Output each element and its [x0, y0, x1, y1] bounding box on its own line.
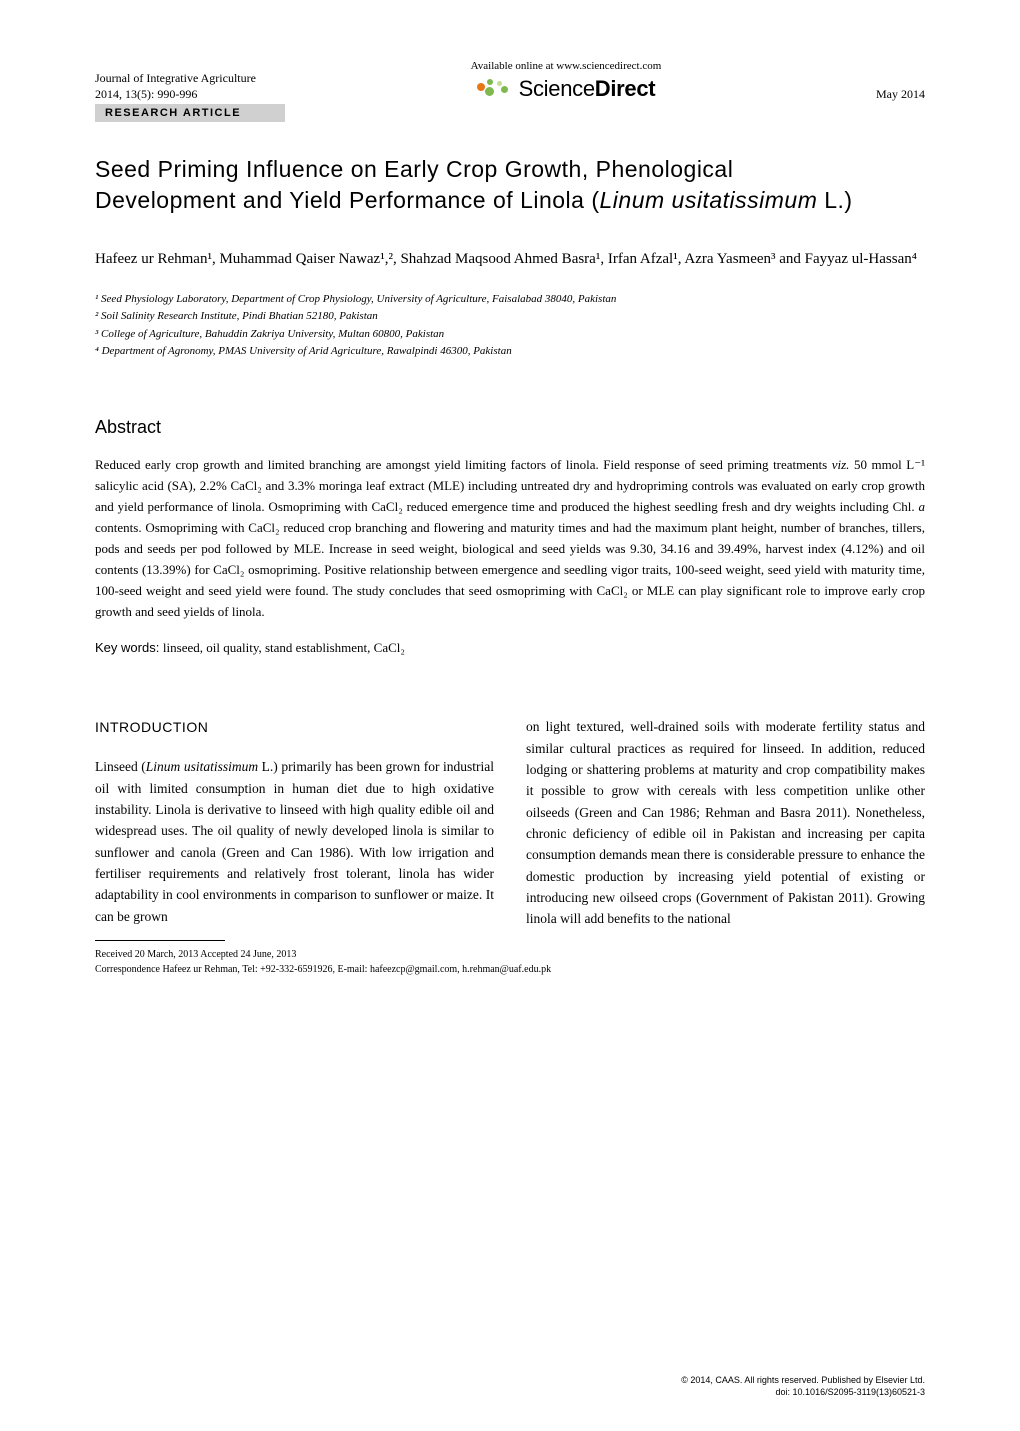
title-line2a: Development and Yield Performance of Lin… [95, 187, 600, 213]
research-article-label: RESEARCH ARTICLE [95, 104, 285, 122]
sciencedirect-block: Available online at www.sciencedirect.co… [471, 60, 662, 102]
affiliation-4: ⁴ Department of Agronomy, PMAS Universit… [95, 343, 925, 361]
article-title: Seed Priming Influence on Early Crop Gro… [95, 154, 925, 216]
abstract-p0: Reduced early crop growth and limited br… [95, 457, 832, 472]
sciencedirect-text: ScienceDirect [519, 76, 656, 102]
intro-para-left: Linseed (Linum usitatissimum L.) primari… [95, 756, 494, 927]
copyright-block: © 2014, CAAS. All rights reserved. Publi… [681, 1374, 925, 1399]
keywords-line: Key words: linseed, oil quality, stand e… [95, 640, 925, 656]
column-right: on light textured, well-drained soils wi… [526, 716, 925, 929]
affiliation-3: ³ College of Agriculture, Bahuddin Zakri… [95, 326, 925, 344]
abstract-text: Reduced early crop growth and limited br… [95, 454, 925, 622]
sciencedirect-logo: ScienceDirect [471, 76, 662, 102]
authors-list: Hafeez ur Rehman¹, Muhammad Qaiser Nawaz… [95, 248, 925, 271]
copyright-text: © 2014, CAAS. All rights reserved. Publi… [681, 1374, 925, 1387]
journal-issue: 2014, 13(5): 990-996 [95, 86, 256, 102]
intro-1b: L.) primarily has been grown for industr… [95, 759, 494, 923]
abstract-p4: contents. Osmopriming with CaCl₂ reduced… [95, 520, 925, 619]
affiliation-2: ² Soil Salinity Research Institute, Pind… [95, 308, 925, 326]
journal-info: Journal of Integrative Agriculture 2014,… [95, 70, 256, 102]
sciencedirect-icon [477, 79, 513, 99]
body-columns: INTRODUCTION Linseed (Linum usitatissimu… [95, 716, 925, 929]
keywords-value: linseed, oil quality, stand establishmen… [163, 640, 405, 655]
title-species: Linum usitatissimum [600, 187, 818, 213]
title-line2b: L.) [817, 187, 852, 213]
intro-1a: Linseed ( [95, 759, 146, 774]
received-line: Received 20 March, 2013 Accepted 24 June… [95, 947, 925, 962]
footer-divider [95, 940, 225, 941]
issue-date: May 2014 [876, 87, 925, 102]
intro-heading: INTRODUCTION [95, 716, 494, 738]
intro-para-right: on light textured, well-drained soils wi… [526, 716, 925, 929]
brand-thin: Science [519, 76, 595, 101]
affiliations-block: ¹ Seed Physiology Laboratory, Department… [95, 291, 925, 361]
footer-notes: Received 20 March, 2013 Accepted 24 June… [95, 947, 925, 977]
title-line1: Seed Priming Influence on Early Crop Gro… [95, 156, 733, 182]
affiliation-1: ¹ Seed Physiology Laboratory, Department… [95, 291, 925, 309]
brand-bold: Direct [595, 76, 656, 101]
journal-name: Journal of Integrative Agriculture [95, 70, 256, 86]
keywords-label: Key words: [95, 640, 163, 655]
correspondence-line: Correspondence Hafeez ur Rehman, Tel: +9… [95, 962, 925, 977]
abstract-viz: viz. [832, 457, 850, 472]
intro-species: Linum usitatissimum [146, 759, 258, 774]
column-left: INTRODUCTION Linseed (Linum usitatissimu… [95, 716, 494, 929]
doi-text: doi: 10.1016/S2095-3119(13)60521-3 [681, 1386, 925, 1399]
available-online-text: Available online at www.sciencedirect.co… [471, 60, 662, 72]
page-header: Journal of Integrative Agriculture 2014,… [95, 60, 925, 102]
abstract-chl-a: a [919, 499, 926, 514]
abstract-heading: Abstract [95, 417, 925, 438]
